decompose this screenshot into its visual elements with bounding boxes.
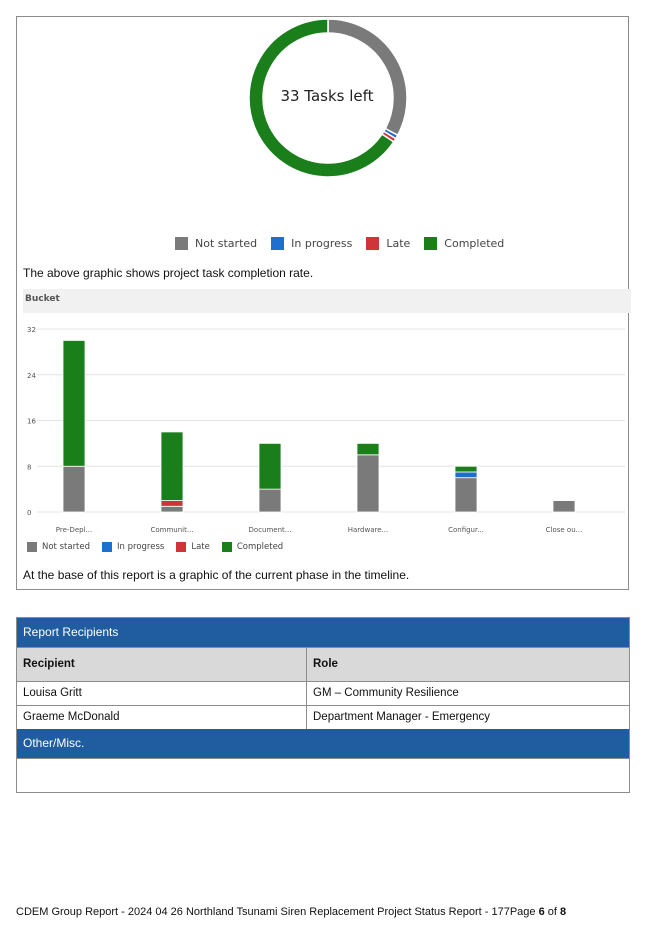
donut-svg [248,18,408,178]
legend-label: In progress [117,542,165,552]
y-tick-label: 0 [27,509,31,517]
bar-segment [62,340,86,467]
bar-segment [454,477,478,513]
bar-segment [160,500,184,507]
legend-item: Late [176,542,210,552]
bucket-label: Bucket [25,294,60,304]
recipients-table: Report Recipients Recipient Role Louisa … [16,617,630,793]
legend-label: Not started [195,237,258,250]
donut-segment [248,18,395,178]
bar-segment [356,454,380,513]
footer-of: of [544,906,560,918]
x-tick-label: Communit... [150,526,193,534]
role-cell: GM – Community Resilience [313,687,459,699]
other-misc-body [17,758,629,792]
bar-segment [62,465,86,513]
bar-segment [552,500,576,513]
y-tick-label: 8 [27,463,31,471]
y-tick-label: 32 [27,326,36,334]
role-cell: Department Manager - Emergency [313,711,491,723]
legend-swatch [27,542,37,552]
legend-item: Completed [221,542,284,552]
legend-item: Late [366,237,410,250]
bar-legend: Not started In progress Late Completed [27,542,295,552]
donut-legend: Not started In progress Late Completed [175,237,518,250]
donut-segment [327,18,408,137]
legend-label: Not started [42,542,91,552]
legend-item: In progress [102,542,164,552]
y-tick-label: 16 [27,418,36,426]
legend-item: Not started [27,542,90,552]
table-row: Graeme McDonald Department Manager - Eme… [17,705,629,729]
legend-label: In progress [291,237,353,250]
bar-segment [454,471,478,479]
footer-text: CDEM Group Report - 2024 04 26 Northland… [16,906,539,918]
legend-swatch [102,542,113,552]
x-tick-label: Document... [249,526,292,534]
page-footer: CDEM Group Report - 2024 04 26 Northland… [16,906,566,918]
legend-swatch [271,237,285,250]
timeline-caption: At the base of this report is a graphic … [23,568,410,582]
footer-page-number: 6 [538,906,545,918]
recipient-cell: Graeme McDonald [17,706,307,729]
donut-chart: 33 Tasks left [17,17,630,247]
legend-item: Completed [424,237,504,250]
column-header-recipient: Recipient [17,648,307,681]
donut-center-label: 33 Tasks left [280,87,374,105]
bar-segment [454,465,478,473]
legend-label: Completed [444,237,505,250]
x-tick-label: Pre-Depl... [56,526,92,534]
legend-swatch [175,237,188,250]
x-tick-label: Close ou... [546,526,583,534]
x-tick-label: Configur... [448,526,484,534]
table-row: Louisa Gritt GM – Community Resilience [17,681,629,705]
legend-swatch [424,237,438,250]
legend-label: Late [191,542,210,552]
bar-segment [258,442,282,490]
legend-label: Late [386,237,411,250]
legend-swatch [366,237,380,250]
y-tick-label: 24 [27,372,36,380]
legend-swatch [221,542,232,552]
legend-label: Completed [236,542,284,552]
bucket-bar-chart: 0 8 16 24 32 Pre-Depl... Communit... Document..… [27,326,625,534]
legend-swatch [176,542,187,552]
other-misc-title: Other/Misc. [17,729,629,758]
column-header-role: Role [313,658,338,670]
bar-segment [356,442,380,456]
footer-page-total: 8 [560,906,567,918]
bar-segment [160,505,184,513]
recipient-cell: Louisa Gritt [17,682,307,705]
legend-item: Not started [175,237,257,250]
bucket-header: Bucket [23,289,631,313]
legend-item: In progress [271,237,352,250]
completion-caption: The above graphic shows project task com… [23,266,314,280]
recipients-section-title: Report Recipients [17,618,629,647]
chart-panel: 33 Tasks left Not started In progress La… [16,16,631,590]
bar-segment [258,488,282,513]
table-header-row: Recipient Role [17,647,629,681]
bar-segment [160,431,184,501]
x-tick-label: Hardware... [348,526,388,534]
